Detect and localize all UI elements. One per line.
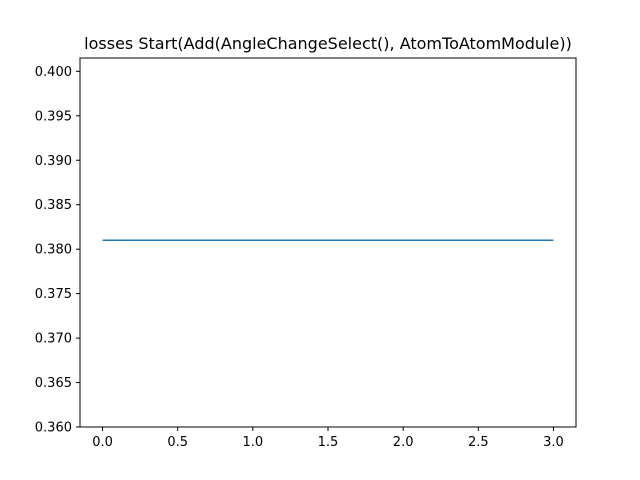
y-tick-label: 0.365	[35, 376, 72, 391]
y-tick-label: 0.375	[35, 287, 72, 302]
chart-title: losses Start(Add(AngleChangeSelect(), At…	[84, 34, 572, 53]
y-tick-label: 0.400	[35, 65, 72, 80]
ticks-layer: 0.0 0.5 1.0 1.5 2.0 2.5 3.0 0.360 0.365 0.370 0.37…	[35, 65, 564, 450]
x-tick-label: 2.5	[468, 435, 489, 450]
x-tick-label: 1.5	[318, 435, 339, 450]
y-tick-label: 0.360	[35, 421, 72, 436]
y-tick-label: 0.395	[35, 109, 72, 124]
x-tick-label: 1.0	[243, 435, 264, 450]
x-tick-label: 3.0	[543, 435, 564, 450]
x-tick-label: 0.0	[92, 435, 113, 450]
y-tick-label: 0.380	[35, 243, 72, 258]
y-tick-label: 0.370	[35, 332, 72, 347]
x-tick-label: 0.5	[167, 435, 188, 450]
y-tick-label: 0.385	[35, 198, 72, 213]
y-tick-label: 0.390	[35, 154, 72, 169]
x-tick-label: 2.0	[393, 435, 414, 450]
plot-frame	[79, 57, 577, 428]
